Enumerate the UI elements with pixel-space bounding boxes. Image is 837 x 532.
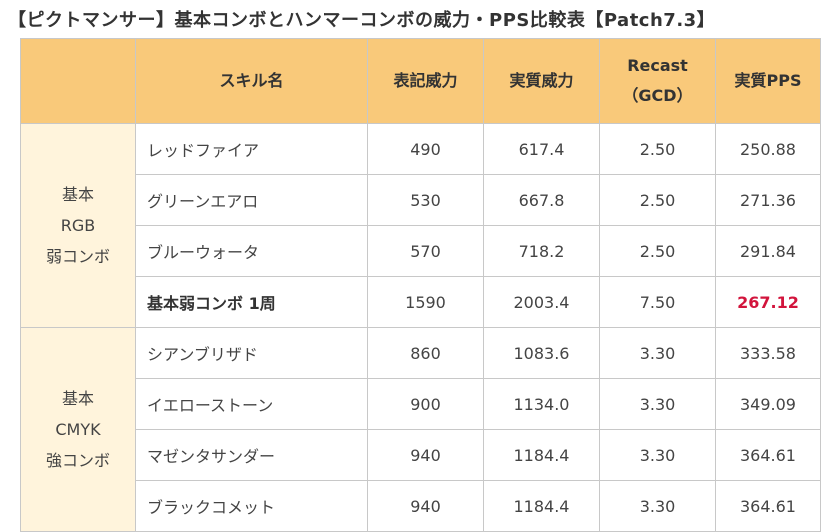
skill-name: シアンブリザド — [135, 327, 368, 379]
header-actual-potency: 実質威力 — [483, 38, 600, 124]
actual-potency: 1083.6 — [483, 327, 600, 379]
group-label-rgb: 基本 RGB 弱コンボ — [20, 123, 136, 328]
listed-potency: 530 — [367, 174, 484, 226]
table-row: ブラックコメット 940 1184.4 3.30 364.61 — [21, 480, 821, 532]
group-label-line: CMYK — [55, 420, 101, 439]
listed-potency: 940 — [367, 480, 484, 532]
skill-name-total: 基本弱コンボ 1周 — [135, 276, 368, 328]
actual-potency: 667.8 — [483, 174, 600, 226]
pps: 271.36 — [715, 174, 821, 226]
group-label-cmyk: 基本 CMYK 強コンボ — [20, 327, 136, 532]
recast: 3.30 — [599, 429, 716, 481]
recast: 2.50 — [599, 123, 716, 175]
pps: 349.09 — [715, 378, 821, 430]
listed-potency: 900 — [367, 378, 484, 430]
header-skill-name: スキル名 — [135, 38, 368, 124]
group-label-line: 弱コンボ — [45, 247, 110, 266]
header-pps: 実質PPS — [715, 38, 821, 124]
group-label-line: 強コンボ — [45, 451, 110, 470]
skill-name: ブラックコメット — [135, 480, 368, 532]
table-row: 基本 RGB 弱コンボ レッドファイア 490 617.4 2.50 250.8… — [20, 123, 821, 328]
table-row: イエローストーン 900 1134.0 3.30 349.09 — [21, 378, 821, 430]
skill-name: マゼンタサンダー — [135, 429, 368, 481]
pps-total-highlight: 267.12 — [715, 276, 821, 328]
actual-potency: 2003.4 — [483, 276, 600, 328]
pps: 333.58 — [715, 327, 821, 379]
header-recast-line2: （GCD） — [622, 86, 693, 105]
group-label-line: RGB — [60, 216, 96, 235]
pps: 364.61 — [715, 429, 821, 481]
actual-potency: 1184.4 — [483, 480, 600, 532]
skill-name: グリーンエアロ — [135, 174, 368, 226]
listed-potency: 860 — [367, 327, 484, 379]
skill-name: ブルーウォータ — [135, 225, 368, 277]
table-row: 基本 CMYK 強コンボ シアンブリザド 860 1083.6 3.30 333… — [20, 327, 821, 532]
actual-potency: 718.2 — [483, 225, 600, 277]
group-label-line: 基本 — [61, 185, 94, 204]
comparison-table: スキル名 表記威力 実質威力 Recast （GCD） 実質PPS 基本 RGB… — [20, 38, 821, 532]
listed-potency: 940 — [367, 429, 484, 481]
table-row: グリーンエアロ 530 667.8 2.50 271.36 — [21, 174, 821, 226]
table-row: マゼンタサンダー 940 1184.4 3.30 364.61 — [21, 429, 821, 481]
group-label-line: 基本 — [61, 389, 94, 408]
skill-name: レッドファイア — [135, 123, 368, 175]
recast: 2.50 — [599, 174, 716, 226]
header-row: スキル名 表記威力 実質威力 Recast （GCD） 実質PPS — [20, 38, 821, 124]
table-row-total: 基本弱コンボ 1周 1590 2003.4 7.50 267.12 — [21, 276, 821, 328]
actual-potency: 617.4 — [483, 123, 600, 175]
header-recast: Recast （GCD） — [599, 38, 716, 124]
recast: 2.50 — [599, 225, 716, 277]
listed-potency: 570 — [367, 225, 484, 277]
header-group — [20, 38, 136, 124]
recast: 3.30 — [599, 327, 716, 379]
listed-potency: 490 — [367, 123, 484, 175]
actual-potency: 1134.0 — [483, 378, 600, 430]
pps: 364.61 — [715, 480, 821, 532]
pps: 250.88 — [715, 123, 821, 175]
skill-name: イエローストーン — [135, 378, 368, 430]
actual-potency: 1184.4 — [483, 429, 600, 481]
listed-potency: 1590 — [367, 276, 484, 328]
recast: 3.30 — [599, 378, 716, 430]
header-recast-line1: Recast — [627, 56, 688, 75]
recast: 7.50 — [599, 276, 716, 328]
table-row: ブルーウォータ 570 718.2 2.50 291.84 — [21, 225, 821, 277]
page-title: 【ピクトマンサー】基本コンボとハンマーコンボの威力・PPS比較表【Patch7.… — [8, 10, 716, 31]
pps: 291.84 — [715, 225, 821, 277]
recast: 3.30 — [599, 480, 716, 532]
header-listed-potency: 表記威力 — [367, 38, 484, 124]
